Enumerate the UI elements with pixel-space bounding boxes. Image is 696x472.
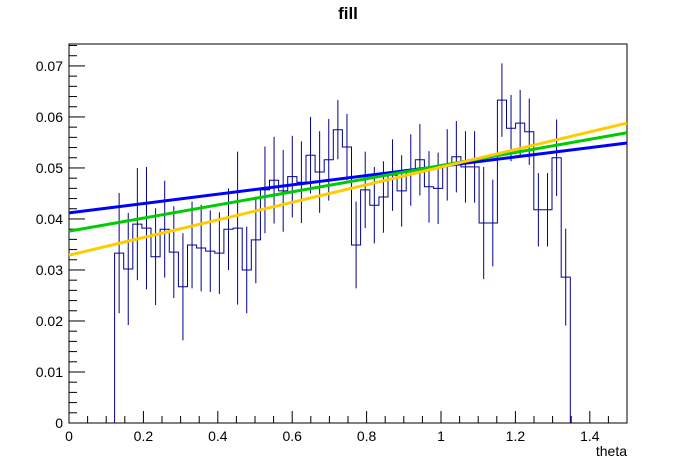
x-tick-label: 0.8 <box>357 428 377 444</box>
fit-line-blue <box>68 141 628 215</box>
x-tick-label: 1.2 <box>506 428 526 444</box>
x-tick-label: 0.6 <box>282 428 302 444</box>
histogram-outline <box>114 99 571 423</box>
chart-title: fill <box>338 4 358 23</box>
plot-frame <box>68 43 628 424</box>
x-tick-label: 1 <box>437 428 445 444</box>
fit-line-yellow <box>68 121 628 257</box>
y-tick-label: 0.07 <box>36 58 63 74</box>
x-tick-label: 0.4 <box>208 428 228 444</box>
x-tick-label: 0 <box>65 428 73 444</box>
y-tick-label: 0.04 <box>36 211 63 227</box>
y-tick-label: 0.01 <box>36 364 63 380</box>
x-axis-label: theta <box>595 443 627 459</box>
fit-line-green <box>68 131 628 233</box>
y-tick-label: 0.02 <box>36 313 63 329</box>
y-tick-label: 0.03 <box>36 262 63 278</box>
y-tick-label: 0.06 <box>36 109 63 125</box>
y-tick-label: 0 <box>55 415 63 431</box>
y-tick-label: 0.05 <box>36 160 63 176</box>
x-tick-label: 0.2 <box>134 428 154 444</box>
x-tick-label: 1.4 <box>580 428 600 444</box>
